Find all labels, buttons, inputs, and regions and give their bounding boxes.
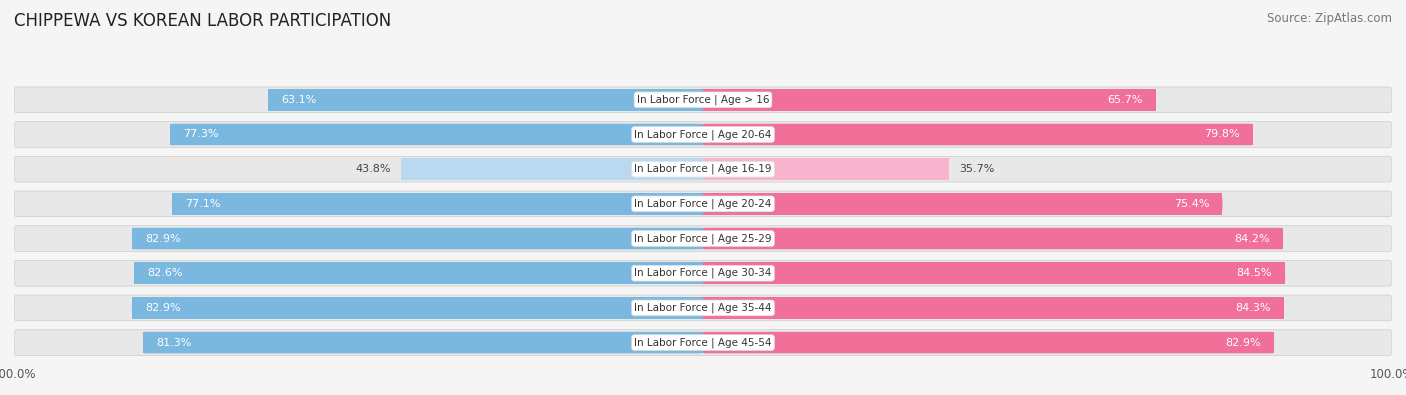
Bar [703, 193, 1222, 214]
Text: 63.1%: 63.1% [281, 95, 316, 105]
Bar [703, 124, 1253, 145]
FancyBboxPatch shape [14, 122, 1392, 147]
FancyBboxPatch shape [703, 124, 1253, 145]
Bar [703, 262, 1285, 284]
Bar [703, 228, 1284, 249]
Bar [143, 332, 703, 354]
Text: 84.2%: 84.2% [1234, 233, 1270, 244]
FancyBboxPatch shape [14, 191, 1392, 217]
Text: In Labor Force | Age 45-54: In Labor Force | Age 45-54 [634, 337, 772, 348]
Bar [132, 228, 703, 249]
FancyBboxPatch shape [703, 228, 1284, 249]
FancyBboxPatch shape [703, 193, 1222, 214]
FancyBboxPatch shape [14, 226, 1392, 251]
Text: In Labor Force | Age 25-29: In Labor Force | Age 25-29 [634, 233, 772, 244]
Text: In Labor Force | Age 20-64: In Labor Force | Age 20-64 [634, 129, 772, 140]
Text: 84.3%: 84.3% [1234, 303, 1271, 313]
Text: 82.9%: 82.9% [145, 303, 180, 313]
Text: Source: ZipAtlas.com: Source: ZipAtlas.com [1267, 12, 1392, 25]
FancyBboxPatch shape [14, 330, 1392, 356]
FancyBboxPatch shape [703, 89, 1156, 111]
Text: In Labor Force | Age 35-44: In Labor Force | Age 35-44 [634, 303, 772, 313]
Text: 35.7%: 35.7% [959, 164, 994, 174]
Bar [703, 158, 949, 180]
Bar [703, 297, 1284, 319]
FancyBboxPatch shape [170, 124, 703, 145]
Text: In Labor Force | Age 16-19: In Labor Force | Age 16-19 [634, 164, 772, 175]
FancyBboxPatch shape [269, 89, 703, 111]
FancyBboxPatch shape [703, 297, 1284, 319]
Bar [703, 89, 1156, 111]
Bar [170, 124, 703, 145]
Bar [401, 158, 703, 180]
FancyBboxPatch shape [703, 332, 1274, 354]
Bar [703, 332, 1274, 354]
Text: 82.9%: 82.9% [1226, 338, 1261, 348]
Bar [134, 262, 703, 284]
FancyBboxPatch shape [703, 262, 1285, 284]
Text: In Labor Force | Age 30-34: In Labor Force | Age 30-34 [634, 268, 772, 278]
Text: 65.7%: 65.7% [1107, 95, 1143, 105]
Text: CHIPPEWA VS KOREAN LABOR PARTICIPATION: CHIPPEWA VS KOREAN LABOR PARTICIPATION [14, 12, 391, 30]
FancyBboxPatch shape [14, 156, 1392, 182]
FancyBboxPatch shape [143, 332, 703, 354]
Bar [269, 89, 703, 111]
FancyBboxPatch shape [172, 193, 703, 214]
Bar [132, 297, 703, 319]
Text: 77.1%: 77.1% [186, 199, 221, 209]
Text: 82.9%: 82.9% [145, 233, 180, 244]
FancyBboxPatch shape [14, 260, 1392, 286]
FancyBboxPatch shape [703, 158, 949, 180]
FancyBboxPatch shape [134, 262, 703, 284]
Text: 81.3%: 81.3% [156, 338, 191, 348]
Text: 43.8%: 43.8% [356, 164, 391, 174]
Text: In Labor Force | Age > 16: In Labor Force | Age > 16 [637, 94, 769, 105]
FancyBboxPatch shape [14, 87, 1392, 113]
Text: 75.4%: 75.4% [1174, 199, 1209, 209]
Bar [172, 193, 703, 214]
Text: 79.8%: 79.8% [1204, 130, 1240, 139]
FancyBboxPatch shape [132, 297, 703, 319]
Text: 77.3%: 77.3% [184, 130, 219, 139]
Text: In Labor Force | Age 20-24: In Labor Force | Age 20-24 [634, 199, 772, 209]
Text: 82.6%: 82.6% [148, 268, 183, 278]
FancyBboxPatch shape [14, 295, 1392, 321]
Text: 84.5%: 84.5% [1236, 268, 1272, 278]
FancyBboxPatch shape [132, 228, 703, 249]
FancyBboxPatch shape [401, 158, 703, 180]
